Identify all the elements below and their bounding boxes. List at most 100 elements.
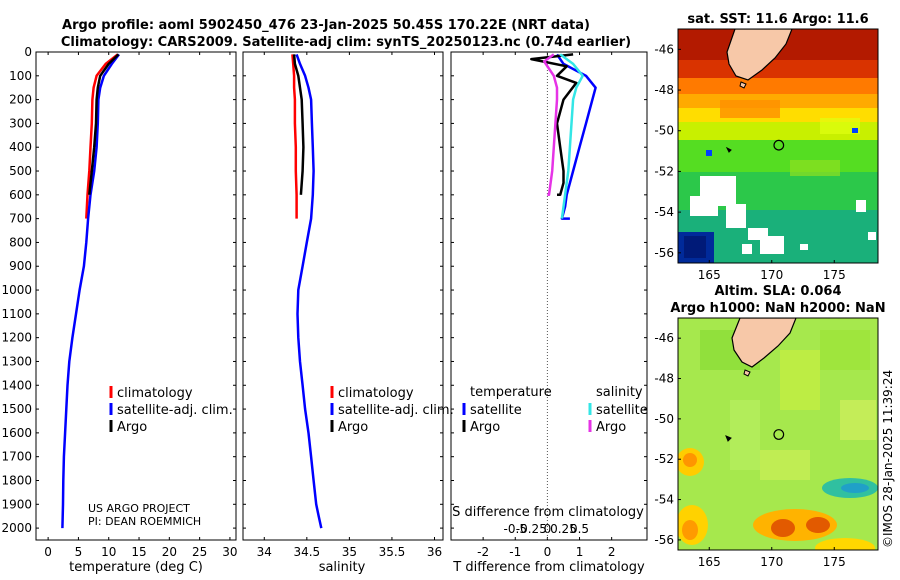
map-lon-tick-label: 165	[698, 555, 721, 569]
legend-temp-satellite: satellite	[470, 403, 522, 418]
x-tick-label: 2	[608, 545, 616, 559]
depth-tick-label: 1300	[1, 354, 32, 368]
difference-series	[530, 53, 597, 220]
x-tick-label: 25	[192, 545, 207, 559]
figure-title-line1: Argo profile: aoml 5902450_476 23-Jan-20…	[62, 18, 590, 33]
x-tick-label: 10	[101, 545, 116, 559]
x-tick-label: 5	[75, 545, 83, 559]
x-tick-label: 1	[576, 545, 584, 559]
sla-map-title-line2: Argo h1000: NaN h2000: NaN	[670, 301, 885, 316]
temperature-series	[61, 53, 120, 529]
sst-map-frame	[677, 28, 879, 264]
map-lat-tick-label: -46	[654, 331, 674, 345]
salinity-diff-tick-label: -0.5	[504, 522, 527, 536]
series-line-satellite-salinity-	[559, 53, 584, 219]
map-lat-tick-label: -54	[654, 205, 674, 219]
series-line-satellite-adj-clim-	[61, 53, 120, 529]
legend-satellite-adj: satellite-adj. clim.	[117, 403, 233, 418]
series-line-argo-salinity-	[542, 53, 559, 197]
series-line-satellite-adj-clim-	[295, 53, 323, 529]
depth-tick-label: 1800	[1, 473, 32, 487]
legend-temp-argo: Argo	[470, 420, 500, 435]
legend-header-temperature: temperature	[470, 385, 552, 400]
sla-profile-marker	[773, 429, 785, 440]
depth-tick-label: 600	[9, 188, 32, 202]
salinity-diff-tick-label: -0.25	[516, 522, 547, 536]
depth-tick-label: 100	[9, 69, 32, 83]
depth-tick-label: 200	[9, 93, 32, 107]
x-tick-label: 36	[427, 545, 442, 559]
difference-salinity-ticks: -0.5-0.2500.250.5	[504, 522, 590, 536]
credit-pi: PI: DEAN ROEMMICH	[88, 515, 201, 528]
depth-tick-label: 1200	[1, 331, 32, 345]
x-tick-label: 0	[544, 545, 552, 559]
series-line-climatology	[291, 54, 298, 219]
legend-satellite-adj: satellite-adj. clim.	[338, 403, 454, 418]
figure-title-line2: Climatology: CARS2009. Satellite-adj cli…	[61, 35, 631, 50]
depth-tick-label: 0	[24, 45, 32, 59]
legend-climatology: climatology	[117, 386, 193, 401]
map-lat-tick-label: -50	[654, 412, 674, 426]
map-lat-tick-label: -52	[654, 452, 674, 466]
map-lat-tick-label: -56	[654, 246, 674, 260]
legend-header-salinity: salinity	[596, 385, 643, 400]
sst-map	[678, 29, 878, 263]
depth-tick-label: 1900	[1, 497, 32, 511]
depth-tick-label: 1500	[1, 402, 32, 416]
depth-tick-labels: 0 100 200 300 400 500 600 700 800 900 1000 1100 1200…	[1, 45, 647, 535]
x-tick-label: 20	[162, 545, 177, 559]
depth-tick-label: 300	[9, 116, 32, 130]
depth-tick-label: 500	[9, 164, 32, 178]
series-line-satellite-temperature-	[555, 53, 597, 220]
sst-map-ticks: 165 170 175 -46 -48 -50 -52 -54 -56	[654, 42, 845, 282]
temperature-axes	[35, 51, 237, 541]
sla-map-ticks: 165 170 175 -46 -48 -50 -52 -54 -56	[654, 331, 845, 569]
x-tick-label: -2	[477, 545, 489, 559]
sst-profile-marker	[773, 139, 785, 151]
sla-map-title-line1: Altim. SLA: 0.064	[715, 284, 842, 299]
map-lat-tick-label: -48	[654, 372, 674, 386]
legend-climatology: climatology	[338, 386, 414, 401]
depth-tick-label: 1600	[1, 426, 32, 440]
depth-tick-label: 900	[9, 259, 32, 273]
depth-tick-label: 1100	[1, 307, 32, 321]
map-lat-tick-label: -54	[654, 493, 674, 507]
map-lat-tick-label: -48	[654, 83, 674, 97]
salinity-xlabel: salinity	[319, 560, 366, 575]
depth-tick-label: 800	[9, 235, 32, 249]
map-lat-tick-label: -56	[654, 533, 674, 547]
difference-xlabel: T difference from climatology	[452, 560, 645, 575]
salinity-axes	[242, 51, 444, 541]
series-line-argo	[292, 54, 305, 195]
x-tick-label: 0	[44, 545, 52, 559]
x-tick-label: 34.5	[293, 545, 320, 559]
x-tick-label: 34	[257, 545, 272, 559]
depth-tick-label: 700	[9, 212, 32, 226]
map-lon-tick-label: 170	[760, 268, 783, 282]
temperature-xlabel: temperature (deg C)	[69, 560, 203, 575]
map-lat-tick-label: -52	[654, 164, 674, 178]
sla-map	[678, 318, 878, 550]
salinity-series	[291, 53, 323, 529]
difference-legend: temperature salinity satellite Argo sate…	[462, 385, 648, 435]
map-lat-tick-label: -46	[654, 42, 674, 56]
x-tick-label: 30	[222, 545, 237, 559]
salinity-diff-tick-label: 0.25	[550, 522, 577, 536]
depth-tick-label: 1400	[1, 378, 32, 392]
x-tick-label: -1	[509, 545, 521, 559]
x-tick-label: 15	[131, 545, 146, 559]
temperature-legend: climatology satellite-adj. clim. Argo	[109, 386, 233, 435]
legend-argo: Argo	[117, 420, 147, 435]
depth-tick-label: 400	[9, 140, 32, 154]
map-lon-tick-label: 175	[823, 555, 846, 569]
x-tick-label: 35.5	[379, 545, 406, 559]
difference-axes	[450, 51, 648, 541]
credit-project: US ARGO PROJECT	[88, 502, 190, 515]
salinity-x-ticks: 34 34.5 35 35.5 36	[257, 52, 442, 559]
map-lon-tick-label: 175	[823, 268, 846, 282]
difference-x-ticks: -2 -1 0 1 2	[477, 52, 615, 559]
copyright-stamp: ©IMOS 28-Jan-2025 11:39:24	[881, 370, 895, 548]
salinity-legend: climatology satellite-adj. clim. Argo	[330, 386, 454, 435]
depth-tick-label: 1000	[1, 283, 32, 297]
salinity-diff-tick-label: 0.5	[570, 522, 589, 536]
